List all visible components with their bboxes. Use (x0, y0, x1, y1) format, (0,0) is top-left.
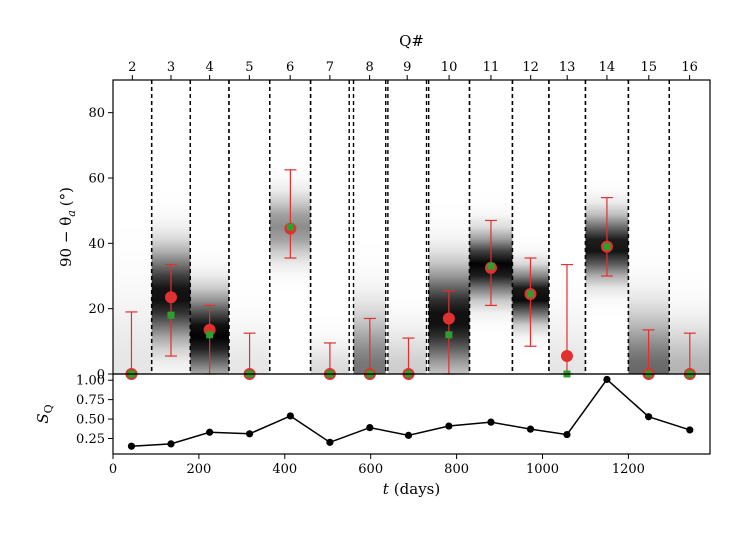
quarter-tick-label: 15 (641, 60, 658, 75)
mode-marker (206, 331, 214, 339)
quarter-band (310, 80, 350, 374)
quarter-tick-label: 4 (205, 60, 213, 75)
sq-point (644, 413, 653, 421)
bottom-y-ticks: 0.25 0.50 0.75 1.00 (76, 374, 113, 447)
sq-y-tick-label: 1.00 (76, 374, 105, 389)
quarter-tick-label: 5 (245, 60, 253, 75)
sq-point (487, 418, 495, 426)
sq-point (167, 440, 175, 448)
sq-point (245, 430, 254, 438)
median-marker (560, 350, 573, 363)
quarter-tick-label: 9 (403, 60, 411, 75)
sq-point (366, 423, 374, 432)
y-tick-label: 60 (88, 172, 105, 187)
quarter-tick-label: 13 (559, 60, 576, 75)
y-tick-label: 20 (88, 302, 105, 317)
quarter-tick-label: 8 (365, 60, 373, 75)
quarter-tick-label: 10 (441, 60, 458, 75)
quarter-band (387, 80, 427, 374)
quarter-boundaries (150, 80, 670, 374)
top-axis-title: Q# (399, 32, 424, 50)
probability-bands (113, 80, 710, 374)
mode-marker (445, 331, 453, 339)
quarter-band (669, 80, 710, 374)
x-tick-label: 600 (358, 462, 383, 477)
median-marker (164, 291, 177, 304)
sq-y-tick-label: 0.50 (76, 413, 105, 428)
sq-point (526, 425, 535, 433)
xlabel-main: t (383, 480, 390, 498)
bottom-x-axis-title: t (days) (383, 480, 440, 498)
x-tick-label: 1200 (612, 462, 645, 477)
ylabel-sub: a (65, 210, 78, 217)
sq-point (445, 422, 453, 430)
top-y-ticks: 0 20 40 60 80 (88, 106, 113, 383)
mode-marker (286, 223, 294, 231)
mode-marker (526, 290, 534, 298)
sq-point (206, 428, 214, 436)
sq-point (286, 412, 294, 420)
y-tick-label: 40 (88, 237, 105, 252)
sq-point (686, 426, 694, 434)
x-tick-label: 200 (186, 462, 211, 477)
quarter-tick-label: 11 (483, 60, 500, 75)
quarter-band (228, 80, 270, 374)
quarter-tick-label: 12 (522, 60, 539, 75)
bottom-x-ticks: 0 200 400 600 800 1000 1200 (109, 454, 645, 477)
quarter-tick-label: 3 (167, 60, 175, 75)
xlabel-unit: (days) (394, 480, 440, 498)
quarter-tick-label: 7 (326, 60, 334, 75)
quarter-tick-label: 2 (128, 60, 136, 75)
sq-point (563, 430, 571, 439)
x-tick-label: 1000 (526, 462, 559, 477)
mode-marker (487, 262, 495, 270)
sq-points (127, 375, 694, 450)
quarter-tick-label: 16 (681, 60, 698, 75)
bottom-plot-frame (112, 373, 711, 455)
x-tick-label: 800 (444, 462, 469, 477)
bottom-y-axis-title: SQ (34, 404, 55, 423)
sq-y-tick-label: 0.25 (76, 432, 105, 447)
quarter-tick-label: 6 (286, 60, 294, 75)
top-panel: 0 20 40 60 80 2 3 4 5 6 7 8 9 10 11 12 13 14 15 16 Q# 90 −… (57, 32, 711, 383)
top-y-axis-title: 90 − θa (°) (57, 187, 78, 267)
x-tick-label: 400 (272, 462, 297, 477)
mode-marker (603, 243, 611, 251)
quarter-ticks: 2 3 4 5 6 7 8 9 10 11 12 13 14 15 16 (128, 60, 698, 80)
mode-marker (167, 311, 175, 319)
ylabel-main: 90 − θ (57, 217, 75, 267)
sq-point (326, 438, 334, 446)
sq-point (603, 375, 611, 384)
sq-point (404, 431, 413, 439)
sq-main: S (34, 413, 52, 423)
median-marker (442, 312, 455, 325)
quarter-tick-label: 14 (599, 60, 616, 75)
ylabel-unit: (°) (57, 187, 75, 206)
y-tick-label: 0 (97, 368, 105, 383)
x-tick-label: 0 (109, 462, 117, 477)
sq-y-tick-label: 0.75 (76, 393, 105, 408)
y-tick-label: 80 (88, 106, 105, 121)
quarter-band (113, 80, 152, 374)
bottom-panel: 0.25 0.50 0.75 1.00 0 200 400 600 800 1000 1200 S… (34, 373, 711, 498)
sq-sub: Q (42, 404, 55, 413)
quarter-band (628, 80, 670, 374)
sq-point (127, 442, 136, 450)
